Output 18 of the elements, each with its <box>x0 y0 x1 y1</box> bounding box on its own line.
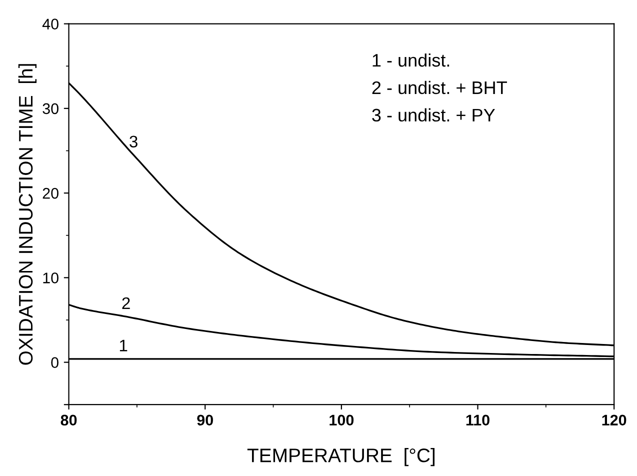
y-tick-label: 30 <box>42 103 58 114</box>
x-tick-label: 90 <box>197 414 213 426</box>
x-tick-label: 110 <box>466 414 490 426</box>
x-axis-title: TEMPERATURE [°C] <box>247 448 435 466</box>
x-tick-label: 120 <box>602 414 626 426</box>
x-tick-label: 80 <box>60 414 77 426</box>
y-tick-label: 20 <box>42 188 58 199</box>
y-tick-label: 40 <box>42 18 58 30</box>
annotation: 1 <box>120 340 128 352</box>
x-tick-label: 100 <box>330 414 354 426</box>
annotation: 3 - undist. + PY <box>372 108 495 122</box>
y-tick-label: 10 <box>43 272 58 284</box>
y-axis-title: OXIDATION INDUCTION TIME [h] <box>18 64 37 365</box>
annotation: 3 <box>130 136 138 148</box>
y-tick-label: 0 <box>51 357 58 368</box>
annotation: 2 - undist. + BHT <box>372 80 507 94</box>
annotation: 1 - undist. <box>372 53 450 67</box>
annotation: 2 <box>122 297 130 309</box>
